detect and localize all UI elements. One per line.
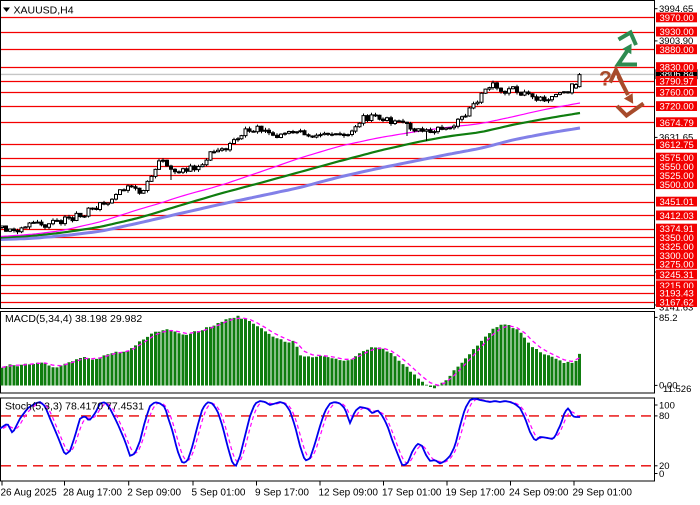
svg-text:3451.01: 3451.01 [660, 197, 694, 208]
svg-text:3374.91: 3374.91 [660, 224, 694, 235]
svg-text:Stoch(5,3,3) 78.4170 77.4531: Stoch(5,3,3) 78.4170 77.4531 [5, 401, 144, 413]
svg-text:12 Sep 09:00: 12 Sep 09:00 [319, 488, 379, 499]
svg-text:3720.00: 3720.00 [660, 102, 694, 113]
svg-text:0: 0 [659, 469, 664, 480]
svg-text:3806.84: 3806.84 [660, 69, 694, 80]
svg-text:XAUUSD,H4: XAUUSD,H4 [14, 5, 74, 17]
svg-text:85.2: 85.2 [659, 313, 678, 324]
svg-text:3880.00: 3880.00 [660, 45, 694, 56]
svg-text:3193.43: 3193.43 [660, 289, 694, 300]
svg-text:3760.00: 3760.00 [660, 88, 694, 99]
svg-text:3215.00: 3215.00 [660, 281, 694, 292]
svg-text:29 Sep 01:00: 29 Sep 01:00 [573, 488, 633, 499]
svg-text:3575.00: 3575.00 [660, 153, 694, 164]
svg-text:3970.00: 3970.00 [660, 13, 694, 24]
svg-text:3300.00: 3300.00 [660, 251, 694, 262]
svg-text:?: ? [599, 68, 612, 91]
svg-text:3350.00: 3350.00 [660, 233, 694, 244]
svg-text:0.00: 0.00 [659, 381, 678, 392]
svg-text:3612.75: 3612.75 [660, 140, 694, 151]
svg-text:26 Aug 2025: 26 Aug 2025 [1, 488, 58, 499]
svg-text:80: 80 [659, 411, 670, 422]
svg-text:3903.90: 3903.90 [659, 36, 693, 47]
svg-text:3141.63: 3141.63 [659, 302, 693, 313]
svg-text:17 Sep 01:00: 17 Sep 01:00 [382, 488, 442, 499]
svg-text:3275.00: 3275.00 [660, 260, 694, 271]
svg-text:3245.31: 3245.31 [660, 270, 694, 281]
svg-text:2 Sep 09:00: 2 Sep 09:00 [127, 488, 181, 499]
svg-text:24 Sep 09:00: 24 Sep 09:00 [509, 488, 569, 499]
svg-text:100: 100 [659, 400, 675, 411]
svg-text:9 Sep 17:00: 9 Sep 17:00 [255, 488, 309, 499]
svg-text:28 Aug 17:00: 28 Aug 17:00 [63, 488, 122, 499]
svg-text:3830.00: 3830.00 [660, 63, 694, 74]
svg-text:3994.65: 3994.65 [659, 4, 693, 15]
svg-text:3674.79: 3674.79 [660, 118, 694, 129]
svg-text:3930.00: 3930.00 [660, 27, 694, 38]
svg-text:20: 20 [659, 461, 670, 472]
svg-text:MACD(5,34,4) 38.198 29.982: MACD(5,34,4) 38.198 29.982 [5, 313, 142, 325]
svg-text:3412.03: 3412.03 [660, 211, 694, 222]
svg-text:11.526: 11.526 [663, 384, 691, 395]
svg-text:3550.00: 3550.00 [660, 162, 694, 173]
svg-text:3325.00: 3325.00 [660, 242, 694, 253]
svg-text:3525.00: 3525.00 [660, 171, 694, 182]
svg-text:3167.62: 3167.62 [660, 298, 694, 309]
svg-text:3500.00: 3500.00 [660, 180, 694, 191]
svg-text:3631.65: 3631.65 [659, 133, 693, 144]
svg-text:5 Sep 01:00: 5 Sep 01:00 [192, 488, 246, 499]
svg-text:3790.97: 3790.97 [660, 77, 694, 88]
svg-text:19 Sep 17:00: 19 Sep 17:00 [446, 488, 506, 499]
